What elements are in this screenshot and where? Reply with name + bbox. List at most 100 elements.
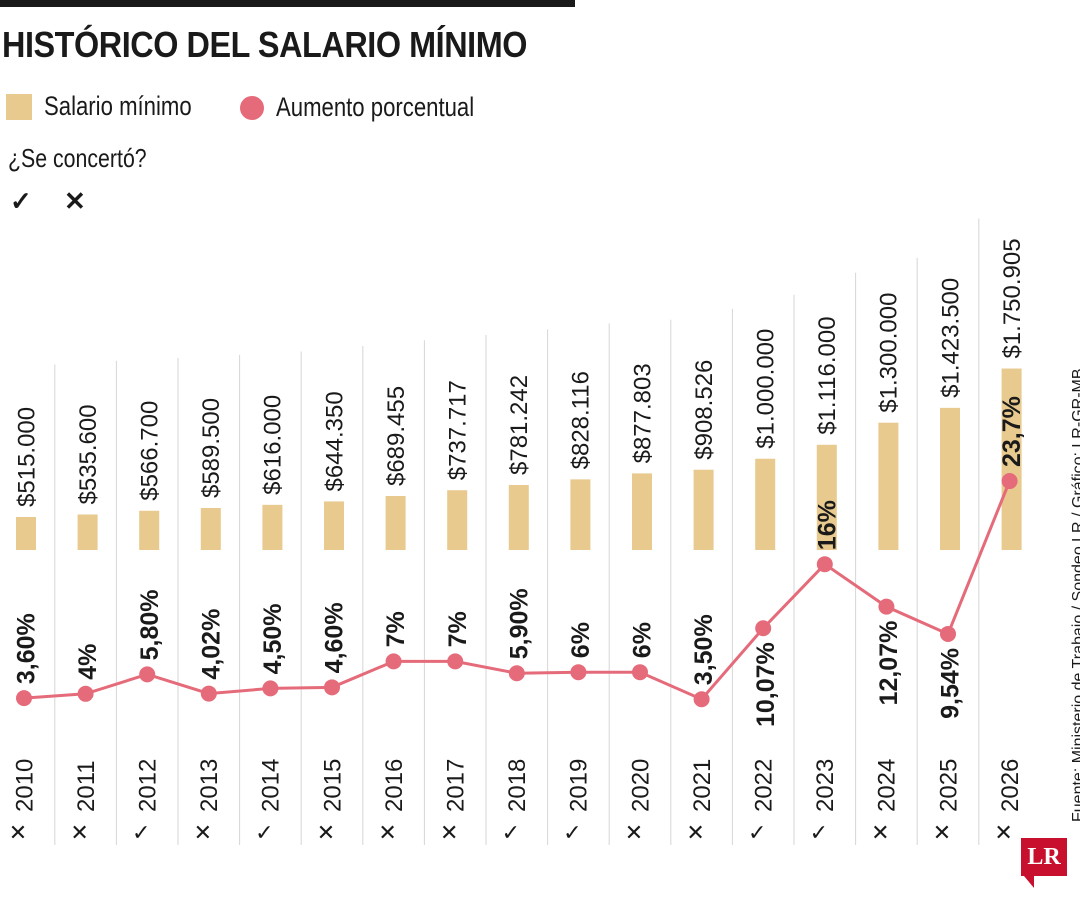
increase-label: 4,50% [259,604,287,675]
year-label: 2013 [196,759,223,812]
source-note: Fuente: Ministerio de Trabajo / Sondeo L… [1070,368,1080,822]
increase-point [570,664,587,681]
salary-label: $1.000.000 [753,329,780,449]
not-agreed-x-icon: ✕ [686,821,704,846]
lr-logo-tail [1024,876,1034,888]
salary-bar [632,473,652,550]
increase-label: 4,02% [197,609,225,680]
legend-no-mark: ✕ [64,186,86,216]
not-agreed-x-icon: ✕ [625,821,643,846]
increase-point [262,680,279,697]
increase-point [447,653,464,670]
not-agreed-x-icon: ✕ [9,821,27,846]
year-label: 2025 [935,759,962,812]
year-label: 2023 [812,759,839,812]
year-label: 2024 [874,759,901,812]
salary-label: $616.000 [260,395,287,495]
increase-label: 4% [74,644,102,680]
legend-salary-label: Salario mínimo [44,91,192,121]
year-label: 2016 [381,759,408,812]
increase-label: 4,60% [321,602,349,673]
agreement-question: ¿Se concertó? [8,143,147,173]
salary-label: $908.526 [691,360,718,460]
increase-point [940,625,956,642]
increase-label: 10,07% [752,642,780,727]
agreed-check-icon: ✓ [502,821,520,846]
agreed-check-icon: ✓ [563,821,581,846]
year-label: 2019 [566,759,593,812]
salary-label: $737.717 [445,380,472,480]
not-agreed-x-icon: ✕ [70,821,88,846]
increase-point [16,690,32,707]
increase-point [878,598,895,615]
increase-label: 23,7% [998,396,1026,467]
increase-point [200,685,217,702]
chart-title: HISTÓRICO DEL SALARIO MÍNIMO [2,24,528,65]
legend-increase-label: Aumento porcentual [276,92,475,122]
top-rule [0,0,575,7]
salary-bar [755,458,776,550]
year-label: 2015 [319,759,346,812]
increase-label: 7% [382,611,410,647]
year-label: 2012 [135,759,162,812]
year-label: 2022 [751,759,778,812]
increase-label: 3,60% [13,613,41,684]
salary-label: $877.803 [629,363,656,463]
salary-bar [16,516,36,550]
legend-salary: Salario mínimo [6,91,224,122]
increase-label: 6% [629,622,657,658]
legend-yes-mark: ✓ [10,186,32,216]
year-label: 2014 [258,759,285,812]
salary-label: $589.500 [198,398,225,498]
salary-bar [447,490,468,550]
not-agreed-x-icon: ✕ [194,821,212,846]
increase-label: 5,90% [505,588,533,659]
salary-bar [940,407,960,550]
not-agreed-x-icon: ✕ [378,821,396,846]
salary-bar [324,501,344,550]
lr-logo: LR [1021,838,1067,876]
legend-increase: Aumento porcentual [240,92,518,123]
not-agreed-x-icon: ✕ [994,821,1012,846]
increase-label: 6% [567,622,595,658]
year-label: 2021 [689,759,716,812]
lr-logo-text: LR [1027,844,1061,870]
salary-label: $644.350 [321,391,348,491]
year-label: 2011 [73,760,100,812]
not-agreed-x-icon: ✕ [440,821,458,846]
increase-point [385,653,402,670]
year-label: 2020 [627,759,654,812]
not-agreed-x-icon: ✕ [871,821,889,846]
salary-bar [139,510,160,550]
salary-bar [816,444,837,550]
salary-bar [1001,368,1022,550]
increase-label: 12,07% [875,621,903,706]
salary-bar [385,496,406,550]
increase-point [139,666,156,683]
salary-label: $535.600 [75,404,102,504]
year-label: 2018 [504,759,531,812]
increase-label: 3,50% [690,614,718,685]
salary-bar [508,484,529,550]
salary-bar [570,479,591,550]
salary-label: $1.750.905 [999,238,1026,358]
increase-point [755,620,772,637]
salary-label: $689.455 [383,386,410,486]
increase-label: 9,54% [937,648,965,719]
legend-increase-dot [240,95,264,120]
increase-point [1001,473,1018,490]
salary-label: $1.300.000 [876,293,903,413]
increase-point [508,665,525,682]
increase-label: 7% [444,611,472,647]
increase-point [693,691,710,708]
not-agreed-x-icon: ✕ [317,821,335,846]
salary-label: $1.423.500 [937,278,964,398]
year-label: 2017 [443,759,470,812]
salary-bar [200,508,221,550]
increase-point [324,679,340,696]
year-label: 2026 [997,759,1024,812]
increase-label: 5,80% [136,589,164,660]
salary-label: $828.116 [568,371,595,469]
increase-point [816,556,833,573]
salary-label: $515.000 [13,407,40,507]
